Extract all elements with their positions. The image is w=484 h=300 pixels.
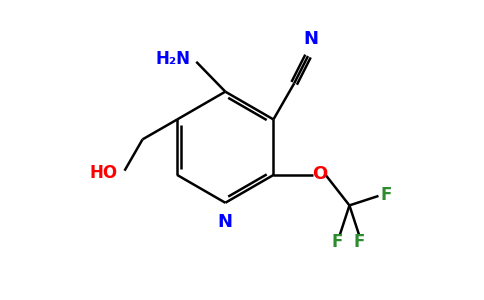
Text: H₂N: H₂N bbox=[156, 50, 191, 68]
Text: N: N bbox=[303, 30, 318, 48]
Text: HO: HO bbox=[89, 164, 117, 182]
Text: O: O bbox=[313, 165, 328, 183]
Text: F: F bbox=[332, 233, 343, 251]
Text: N: N bbox=[218, 213, 233, 231]
Text: F: F bbox=[380, 186, 392, 204]
Text: F: F bbox=[353, 233, 364, 251]
